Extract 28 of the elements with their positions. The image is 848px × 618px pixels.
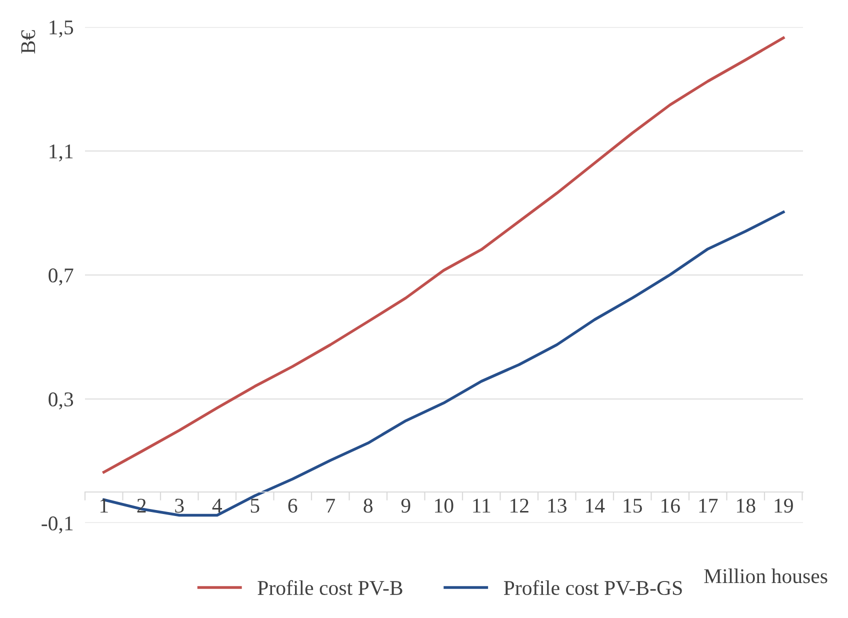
x-tick-label: 15 [624, 498, 642, 513]
line-series [102, 36, 785, 474]
x-tick-label: 7 [326, 498, 335, 513]
y-tick-label: -0,1 [42, 516, 73, 534]
y-tick-label: 0,7 [48, 268, 74, 286]
x-tick-label: 14 [586, 498, 605, 513]
x-tick-label: 1 [100, 498, 108, 513]
x-tick-label: 9 [401, 498, 410, 513]
legend-label: Profile cost PV-B-GS [504, 580, 682, 596]
x-tick-label: 17 [699, 498, 718, 513]
x-tick-label: 6 [288, 498, 298, 513]
x-tick-label: 3 [175, 498, 184, 513]
x-tick-label: 12 [510, 498, 528, 513]
x-tick-label: 11 [473, 498, 490, 513]
x-tick-label: 4 [212, 498, 222, 513]
x-tick-label: 19 [774, 498, 793, 513]
y-tick-label: 0,3 [48, 392, 74, 410]
y-tick-label: 1,1 [50, 144, 73, 162]
x-tick-label: 10 [435, 498, 454, 513]
y-axis-title: B€ [21, 30, 36, 54]
x-tick-label: 16 [662, 498, 680, 513]
x-axis-title: Million houses [704, 568, 828, 584]
x-tick-label: 5 [250, 498, 260, 513]
y-tick-label: 1,5 [50, 20, 74, 38]
x-tick-label: 18 [737, 498, 756, 513]
legend-label: Profile cost PV-B [258, 580, 402, 596]
x-tick-label: 13 [548, 498, 566, 513]
x-tick-label: 8 [364, 498, 373, 513]
